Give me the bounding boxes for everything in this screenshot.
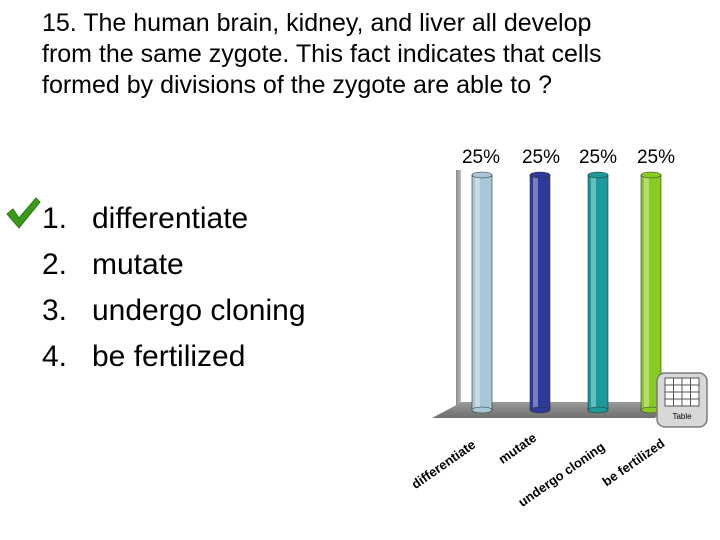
bar-top-cap: [587, 171, 609, 179]
value-label-group: 25% 25% 25% 25%: [462, 147, 675, 168]
answer-text: differentiate: [92, 202, 249, 235]
bar-top-cap: [529, 171, 551, 179]
question-line-3: formed by divisions of the zygote are ab…: [42, 71, 553, 99]
bar-2: [529, 171, 551, 414]
bar-4: [640, 171, 662, 414]
bar-3: [587, 171, 609, 414]
bar-highlight: [591, 177, 596, 408]
answer-number: 3.: [42, 294, 68, 327]
answer-number: 2.: [42, 248, 68, 281]
bar-top-cap: [640, 171, 662, 179]
question-line-2: from the same zygote. This fact indicate…: [42, 40, 602, 68]
answer-text: be fertilized: [92, 340, 246, 373]
answer-text: undergo cloning: [92, 294, 306, 327]
table-label: Table: [672, 412, 692, 421]
bar-top-cap: [471, 171, 493, 179]
bar-1: [471, 171, 493, 414]
bar-highlight: [644, 177, 649, 408]
category-label: mutate: [496, 430, 540, 467]
bar-value-label: 25%: [462, 147, 500, 168]
question-text: 15. The human brain, kidney, and liver a…: [42, 8, 702, 101]
category-label: undergo cloning: [515, 439, 607, 510]
answer-number: 4.: [42, 340, 68, 373]
bar-group: [471, 171, 662, 414]
bar-bottom-cap: [587, 406, 609, 414]
correct-check-icon: [6, 197, 41, 229]
table-grid-icon: [656, 372, 708, 428]
bar-highlight: [533, 177, 538, 408]
question-line-1: 15. The human brain, kidney, and liver a…: [42, 9, 592, 37]
bar-value-label: 25%: [522, 147, 560, 168]
category-label: be fertilized: [600, 435, 668, 489]
bar-value-label: 25%: [579, 147, 617, 168]
category-label: differentiate: [409, 437, 479, 492]
bar-bottom-cap: [471, 406, 493, 414]
bar-value-label: 25%: [637, 147, 675, 168]
chart-side-wall: [456, 170, 462, 414]
answer-text: mutate: [92, 248, 184, 281]
table-button[interactable]: Table: [656, 372, 708, 428]
bar-bottom-cap: [529, 406, 551, 414]
answer-number: 1.: [42, 202, 68, 235]
bar-highlight: [475, 177, 480, 408]
